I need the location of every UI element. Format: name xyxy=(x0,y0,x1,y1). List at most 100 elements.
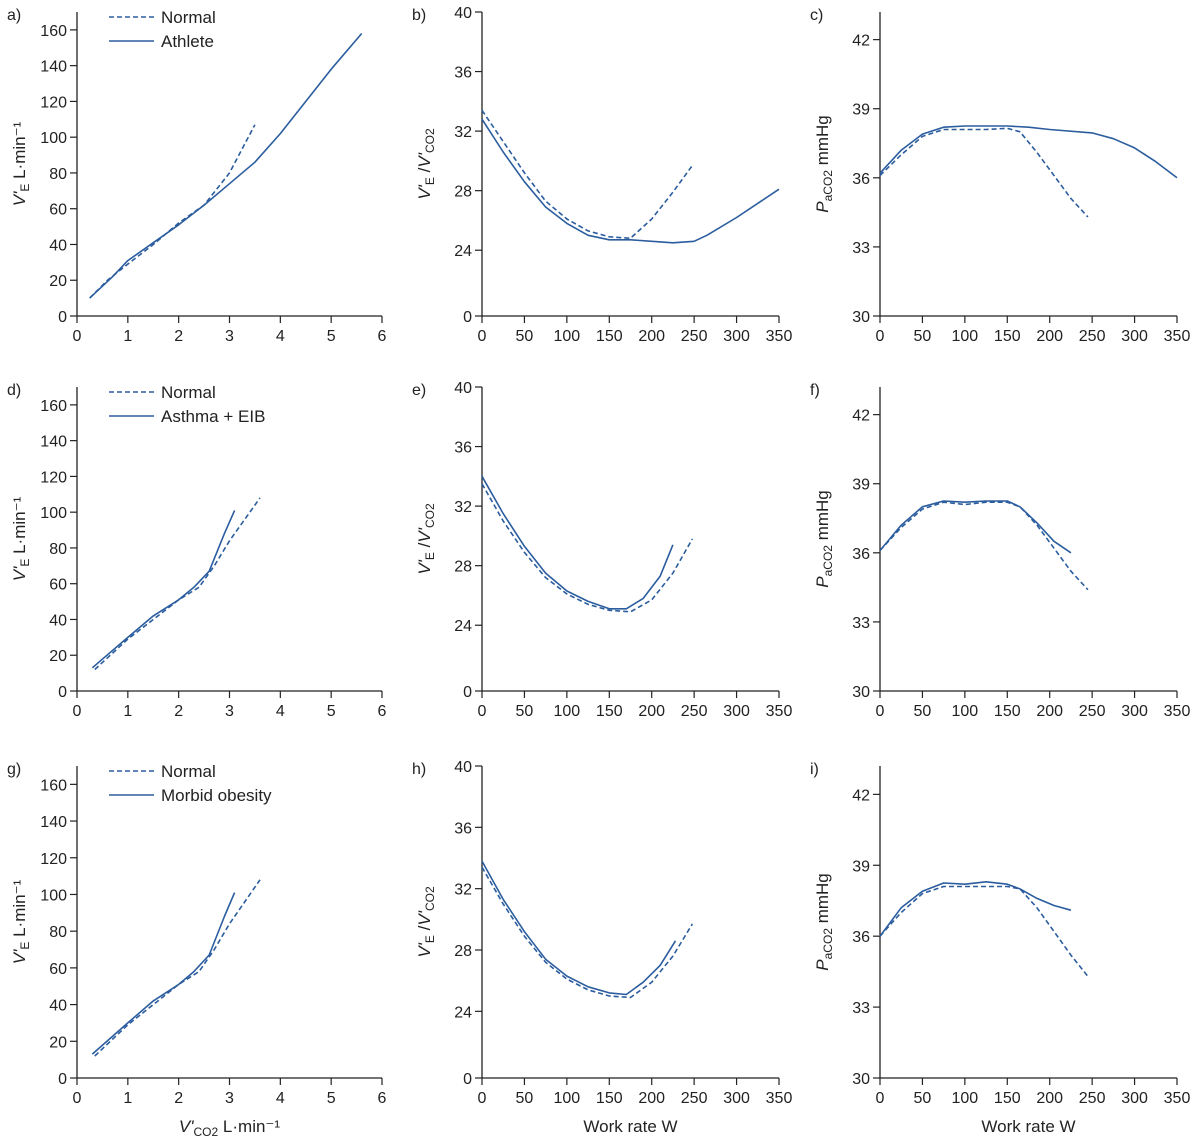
x-tick-label: 2 xyxy=(174,328,183,345)
x-axis-label: V'CO2 L·min⁻¹ xyxy=(179,1117,280,1139)
y-tick-label: 36 xyxy=(454,820,472,837)
x-tick-label: 4 xyxy=(276,703,285,720)
x-tick-label: 350 xyxy=(766,703,793,720)
series-line-normal xyxy=(481,109,694,240)
panel-label: a) xyxy=(7,7,21,24)
x-tick-label: 50 xyxy=(516,703,534,720)
x-tick-label: 50 xyxy=(914,328,932,345)
x-tick-label: 3 xyxy=(225,1090,234,1107)
series-line-normal xyxy=(879,501,1089,591)
y-tick-label: 40 xyxy=(49,612,67,629)
series-line-normal xyxy=(89,124,256,299)
x-tick-label: 0 xyxy=(478,703,487,720)
y-tick-label: 33 xyxy=(852,240,870,257)
x-tick-label: 250 xyxy=(681,328,708,345)
y-tick-label: 36 xyxy=(454,65,472,82)
chart-panel-c: c) 0 50 100 150 200 250 300 350 30 33 36 39 42 PaCO2 m… xyxy=(810,7,1190,345)
y-tick-label: 28 xyxy=(454,943,472,960)
x-tick-label: 150 xyxy=(994,703,1021,720)
panel-label: e) xyxy=(412,382,426,399)
x-tick-label: 5 xyxy=(327,703,336,720)
y-tick-label: 36 xyxy=(852,546,870,563)
legend-entry: Normal xyxy=(161,8,216,27)
x-tick-label: 50 xyxy=(516,1090,534,1107)
y-axis-label: V'E /V'CO2 xyxy=(415,886,437,958)
y-axis-label: PaCO2 mmHg xyxy=(813,490,835,587)
series-line-condition xyxy=(879,125,1178,179)
x-tick-label: 0 xyxy=(876,328,885,345)
series-line-condition xyxy=(91,510,236,669)
y-axis-label: V'E L·min⁻¹ xyxy=(10,121,32,206)
x-tick-label: 5 xyxy=(327,328,336,345)
y-tick-label: 100 xyxy=(40,505,67,522)
series-line-normal xyxy=(481,483,694,613)
panel-label: b) xyxy=(412,7,426,24)
y-tick-label: 39 xyxy=(852,477,870,494)
y-axis-label: V'E /V'CO2 xyxy=(415,503,437,575)
y-tick-label: 30 xyxy=(852,1071,870,1088)
y-axis-label: V'E /V'CO2 xyxy=(415,128,437,200)
chart-panel-f: f) 0 50 100 150 200 250 300 350 30 33 36 39 42 PaCO2 m… xyxy=(810,382,1190,720)
series-line-normal xyxy=(879,885,1089,977)
chart-panel-e: e) 0 50 100 150 200 250 300 350 24 28 32 36 40 0 V'E /V… xyxy=(412,380,792,720)
y-tick-label: 0 xyxy=(58,1071,67,1088)
y-tick-label: 100 xyxy=(40,887,67,904)
y-tick-label-zero: 0 xyxy=(463,684,472,701)
legend-entry: Athlete xyxy=(161,32,214,51)
y-tick-label: 20 xyxy=(49,273,67,290)
y-tick-label: 24 xyxy=(454,618,472,635)
y-tick-label: 40 xyxy=(49,237,67,254)
x-tick-label: 3 xyxy=(225,328,234,345)
y-tick-label: 100 xyxy=(40,130,67,147)
x-tick-label: 350 xyxy=(766,328,793,345)
x-tick-label: 6 xyxy=(378,703,387,720)
series-line-condition xyxy=(879,500,1072,554)
y-tick-label: 28 xyxy=(454,559,472,576)
y-tick-label: 120 xyxy=(40,94,67,111)
x-tick-label: 0 xyxy=(478,1090,487,1107)
x-tick-label: 4 xyxy=(276,1090,285,1107)
x-tick-label: 200 xyxy=(638,1090,665,1107)
y-tick-label: 160 xyxy=(40,398,67,415)
y-tick-label: 36 xyxy=(454,440,472,457)
y-tick-label: 42 xyxy=(852,408,870,425)
x-tick-label: 1 xyxy=(123,703,132,720)
x-tick-label: 1 xyxy=(123,328,132,345)
x-tick-label: 300 xyxy=(723,328,750,345)
x-tick-label: 300 xyxy=(1121,703,1148,720)
legend-entry: Asthma + EIB xyxy=(161,407,265,426)
x-tick-label: 0 xyxy=(73,703,82,720)
legend-entry: Morbid obesity xyxy=(161,786,272,805)
y-tick-label: 32 xyxy=(454,499,472,516)
series-line-condition xyxy=(481,860,677,996)
x-tick-label: 300 xyxy=(1121,328,1148,345)
x-axis-label: Work rate W xyxy=(583,1117,677,1136)
y-tick-label: 32 xyxy=(454,124,472,141)
chart-panel-i: i) 0 50 100 150 200 250 300 350 30 33 36 39 42 PaCO2 m… xyxy=(810,761,1190,1136)
series-line-normal xyxy=(879,127,1089,218)
y-tick-label: 40 xyxy=(49,998,67,1015)
x-tick-label: 6 xyxy=(378,328,387,345)
series-line-normal xyxy=(94,879,261,1057)
y-tick-label: 40 xyxy=(454,5,472,22)
x-tick-label: 200 xyxy=(1036,328,1063,345)
series-line-condition xyxy=(89,32,363,299)
y-tick-label: 60 xyxy=(49,577,67,594)
x-tick-label: 100 xyxy=(554,1090,581,1107)
y-tick-label: 160 xyxy=(40,777,67,794)
x-tick-label: 300 xyxy=(723,1090,750,1107)
series-line-condition xyxy=(481,475,674,610)
x-tick-label: 0 xyxy=(876,1090,885,1107)
panel-label: i) xyxy=(810,761,819,778)
legend-entry: Normal xyxy=(161,383,216,402)
y-tick-label: 28 xyxy=(454,184,472,201)
x-tick-label: 150 xyxy=(994,1090,1021,1107)
y-tick-label: 42 xyxy=(852,33,870,50)
x-tick-label: 200 xyxy=(1036,1090,1063,1107)
y-axis-label: V'E L·min⁻¹ xyxy=(10,496,32,581)
y-tick-label: 36 xyxy=(852,929,870,946)
